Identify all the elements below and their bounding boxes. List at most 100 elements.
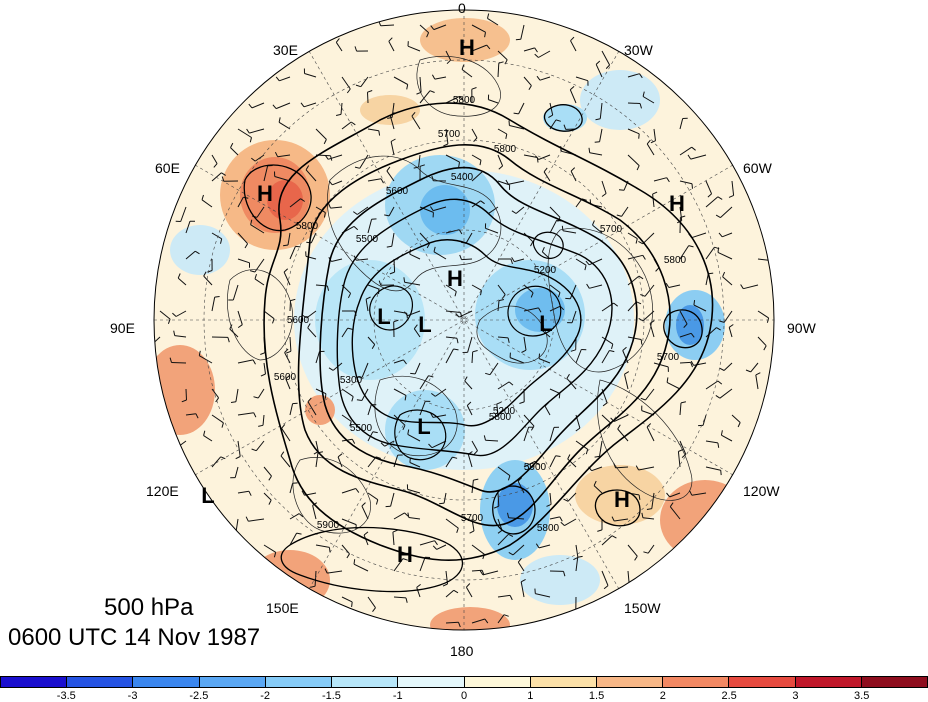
- wind-barb-flag: [300, 102, 305, 108]
- wind-barb: [445, 128, 449, 144]
- wind-barb-flag: [769, 260, 772, 266]
- wind-barb: [549, 102, 554, 116]
- wind-barb: [211, 232, 222, 240]
- lon-label-180: 180: [450, 643, 474, 659]
- wind-barb: [367, 284, 379, 290]
- wind-barb-flag: [469, 530, 475, 534]
- wind-barb-flag: [652, 191, 658, 195]
- wind-barb: [341, 518, 357, 526]
- pressure-center-h-8: H: [614, 487, 630, 512]
- wind-barb: [467, 454, 473, 468]
- wind-barb-flag: [570, 167, 576, 172]
- wind-barb-flag: [406, 84, 409, 90]
- wind-barb-flag: [559, 516, 563, 522]
- wind-barb: [185, 413, 196, 416]
- wind-barb-flag: [356, 399, 362, 401]
- wind-barb: [669, 506, 681, 520]
- wind-barb-flag: [691, 183, 693, 189]
- wind-barb: [337, 456, 343, 468]
- wind-barb: [497, 533, 509, 546]
- wind-barb-flag: [405, 597, 408, 603]
- wind-barb: [409, 462, 421, 468]
- wind-barb-flag: [413, 166, 419, 169]
- wind-barb-flag: [173, 330, 176, 336]
- lon-label-120e: 120E: [146, 483, 179, 499]
- wind-barb-flag: [446, 59, 451, 65]
- wind-barb-flag: [375, 499, 379, 505]
- wind-barb-flag: [335, 113, 342, 116]
- lon-label-150w: 150W: [624, 600, 661, 616]
- wind-barb: [445, 284, 457, 292]
- wind-barb-flag: [509, 595, 513, 601]
- wind-barb-flag: [203, 430, 206, 436]
- wind-barb: [341, 414, 352, 422]
- wind-barb-flag: [439, 502, 445, 505]
- wind-barb: [615, 466, 629, 469]
- wind-barb-flag: [717, 380, 723, 385]
- wind-barb: [393, 512, 405, 520]
- pressure-center-l-7: L: [417, 414, 430, 439]
- wind-barb: [705, 273, 709, 286]
- wind-barb: [544, 405, 551, 416]
- wind-barb: [489, 362, 499, 375]
- wind-barb: [392, 532, 395, 546]
- wind-barb-flag: [740, 284, 744, 289]
- wind-barb: [432, 414, 447, 418]
- wind-barb: [390, 141, 395, 156]
- wind-barb-flag: [543, 167, 548, 173]
- wind-barb: [330, 206, 343, 209]
- wind-barb: [315, 388, 327, 395]
- wind-barb-flag: [324, 568, 328, 574]
- wind-barb-flag: [584, 265, 587, 271]
- wind-barb: [497, 381, 510, 390]
- wind-barb-flag: [230, 401, 236, 403]
- wind-barb: [445, 154, 460, 163]
- wind-barb: [549, 427, 555, 442]
- wind-barb: [237, 310, 243, 325]
- wind-barb: [467, 336, 473, 353]
- wind-barb: [211, 414, 224, 424]
- wind-barb: [757, 336, 767, 347]
- wind-barb-flag: [260, 373, 266, 377]
- wind-barb-flag: [498, 165, 503, 170]
- wind-barb: [705, 180, 713, 195]
- wind-barb-flag: [530, 241, 534, 247]
- wind-barb-flag: [519, 401, 525, 404]
- wind-barb: [263, 544, 276, 553]
- wind-barb: [523, 232, 534, 243]
- wind-barb-flag: [763, 345, 767, 351]
- wind-barb-flag: [483, 435, 486, 441]
- wind-barb-flag: [646, 508, 652, 510]
- wind-barb-flag: [719, 367, 725, 371]
- wind-barb: [482, 570, 499, 576]
- wind-barb: [284, 352, 291, 364]
- map-boundary: [153, 9, 775, 631]
- wind-barb-flag: [611, 516, 615, 522]
- wind-barb: [471, 128, 478, 139]
- wind-barb: [523, 284, 534, 294]
- wind-barb: [171, 362, 187, 364]
- wind-barb-flag: [244, 243, 249, 249]
- wind-barb: [497, 336, 509, 339]
- wind-barb-flag: [235, 456, 241, 460]
- wind-barb: [591, 466, 603, 472]
- wind-barb-flag: [603, 585, 609, 590]
- wind-barb: [497, 284, 506, 295]
- colorbar-segment: [663, 677, 730, 687]
- wind-barb: [720, 206, 733, 218]
- wind-barb-flag: [353, 211, 358, 215]
- wind-barb: [445, 518, 459, 529]
- wind-barb: [353, 563, 369, 572]
- wind-barb: [409, 253, 421, 260]
- wind-barb-flag: [430, 392, 436, 397]
- wind-barb: [419, 76, 422, 93]
- wind-barb: [523, 307, 539, 312]
- lon-label-30e: 30E: [273, 42, 298, 58]
- wind-barb: [413, 328, 421, 338]
- wind-barb-flag: [285, 375, 290, 380]
- wind-barb-flag: [688, 245, 694, 248]
- wind-barb-flag: [416, 584, 421, 588]
- colorbar-tick-label: 2.5: [721, 690, 737, 702]
- wind-barb-flag: [618, 189, 625, 191]
- wind-barb: [691, 492, 707, 496]
